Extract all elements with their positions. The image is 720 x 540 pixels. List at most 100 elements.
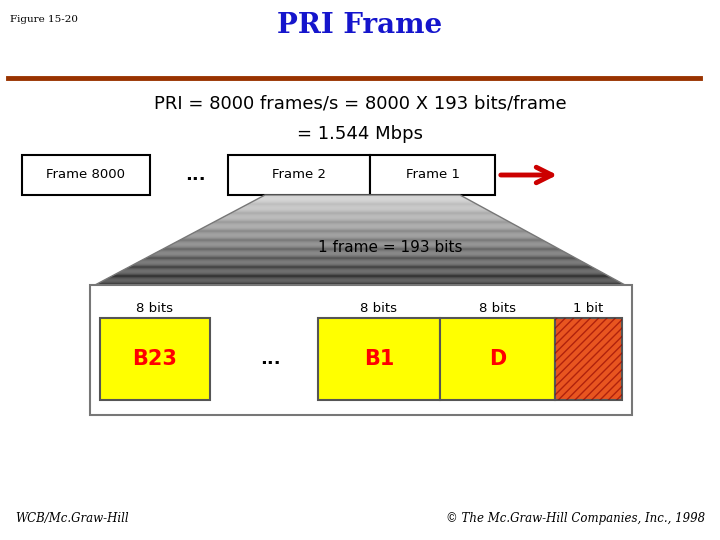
Polygon shape xyxy=(205,225,518,226)
Polygon shape xyxy=(112,275,608,276)
Polygon shape xyxy=(104,279,617,280)
Polygon shape xyxy=(125,268,596,269)
Polygon shape xyxy=(186,235,536,237)
FancyBboxPatch shape xyxy=(555,318,622,400)
Polygon shape xyxy=(220,218,503,219)
Text: 8 bits: 8 bits xyxy=(361,302,397,315)
Polygon shape xyxy=(171,244,551,245)
Polygon shape xyxy=(263,195,462,196)
Polygon shape xyxy=(142,259,580,260)
FancyBboxPatch shape xyxy=(318,318,440,400)
FancyBboxPatch shape xyxy=(370,155,495,195)
Text: Frame 8000: Frame 8000 xyxy=(47,168,125,181)
Polygon shape xyxy=(231,212,493,213)
FancyBboxPatch shape xyxy=(90,285,632,415)
Polygon shape xyxy=(202,228,522,229)
Polygon shape xyxy=(212,222,512,223)
Polygon shape xyxy=(246,204,479,205)
Polygon shape xyxy=(176,241,546,242)
Polygon shape xyxy=(216,220,508,221)
Polygon shape xyxy=(127,267,594,268)
Polygon shape xyxy=(244,205,481,206)
Polygon shape xyxy=(102,280,618,282)
Polygon shape xyxy=(138,261,584,262)
Polygon shape xyxy=(153,253,570,255)
Polygon shape xyxy=(157,251,565,252)
Polygon shape xyxy=(203,226,520,228)
Polygon shape xyxy=(95,284,625,285)
Polygon shape xyxy=(178,240,544,241)
Polygon shape xyxy=(182,238,541,239)
Polygon shape xyxy=(229,213,495,214)
Polygon shape xyxy=(161,249,561,250)
Polygon shape xyxy=(189,234,534,235)
Polygon shape xyxy=(97,283,623,284)
Polygon shape xyxy=(242,206,482,207)
Polygon shape xyxy=(199,229,524,230)
FancyBboxPatch shape xyxy=(440,318,555,400)
Polygon shape xyxy=(218,219,505,220)
Text: 8 bits: 8 bits xyxy=(479,302,516,315)
Polygon shape xyxy=(197,230,526,231)
Polygon shape xyxy=(233,211,491,212)
Polygon shape xyxy=(163,248,559,249)
Polygon shape xyxy=(144,258,577,259)
Polygon shape xyxy=(235,210,489,211)
Text: PRI = 8000 frames/s = 8000 X 193 bits/frame: PRI = 8000 frames/s = 8000 X 193 bits/fr… xyxy=(153,95,567,113)
Polygon shape xyxy=(240,207,485,208)
Polygon shape xyxy=(167,246,555,247)
FancyBboxPatch shape xyxy=(228,155,370,195)
Text: ...: ... xyxy=(185,166,205,184)
Polygon shape xyxy=(165,247,557,248)
Polygon shape xyxy=(227,214,497,215)
Text: 8 bits: 8 bits xyxy=(137,302,174,315)
Text: PRI Frame: PRI Frame xyxy=(277,12,443,39)
Polygon shape xyxy=(169,245,553,246)
Polygon shape xyxy=(110,276,611,277)
Polygon shape xyxy=(129,266,592,267)
Polygon shape xyxy=(114,274,606,275)
Polygon shape xyxy=(133,264,588,265)
Text: WCB/Mc.Graw-Hill: WCB/Mc.Graw-Hill xyxy=(15,512,129,525)
Polygon shape xyxy=(146,257,575,258)
Polygon shape xyxy=(158,250,563,251)
Polygon shape xyxy=(256,198,468,199)
Polygon shape xyxy=(99,282,621,283)
Polygon shape xyxy=(140,260,582,261)
Text: Frame 1: Frame 1 xyxy=(405,168,459,181)
FancyBboxPatch shape xyxy=(22,155,150,195)
Polygon shape xyxy=(148,256,573,257)
Text: 1 bit: 1 bit xyxy=(573,302,603,315)
Polygon shape xyxy=(120,271,600,272)
Polygon shape xyxy=(180,239,542,240)
Polygon shape xyxy=(106,278,615,279)
Text: © The Mc.Graw-Hill Companies, Inc., 1998: © The Mc.Graw-Hill Companies, Inc., 1998 xyxy=(446,512,705,525)
Polygon shape xyxy=(135,262,586,264)
Polygon shape xyxy=(222,217,501,218)
Polygon shape xyxy=(250,202,474,203)
Polygon shape xyxy=(155,252,567,253)
Polygon shape xyxy=(118,272,603,273)
Polygon shape xyxy=(252,201,472,202)
Polygon shape xyxy=(225,215,499,217)
FancyBboxPatch shape xyxy=(100,318,210,400)
Polygon shape xyxy=(261,196,464,197)
Polygon shape xyxy=(191,233,532,234)
Polygon shape xyxy=(131,265,590,266)
Polygon shape xyxy=(193,232,530,233)
Text: Figure 15-20: Figure 15-20 xyxy=(10,15,78,24)
Polygon shape xyxy=(214,221,510,222)
Polygon shape xyxy=(195,231,528,232)
Polygon shape xyxy=(108,277,613,278)
Polygon shape xyxy=(150,255,572,256)
Polygon shape xyxy=(184,237,539,238)
Text: D: D xyxy=(489,349,506,369)
Polygon shape xyxy=(238,208,487,210)
Polygon shape xyxy=(258,197,466,198)
Polygon shape xyxy=(174,242,549,244)
Polygon shape xyxy=(122,269,598,271)
Polygon shape xyxy=(116,273,604,274)
Polygon shape xyxy=(254,199,470,201)
Text: = 1.544 Mbps: = 1.544 Mbps xyxy=(297,125,423,143)
Text: 1 frame = 193 bits: 1 frame = 193 bits xyxy=(318,240,462,255)
